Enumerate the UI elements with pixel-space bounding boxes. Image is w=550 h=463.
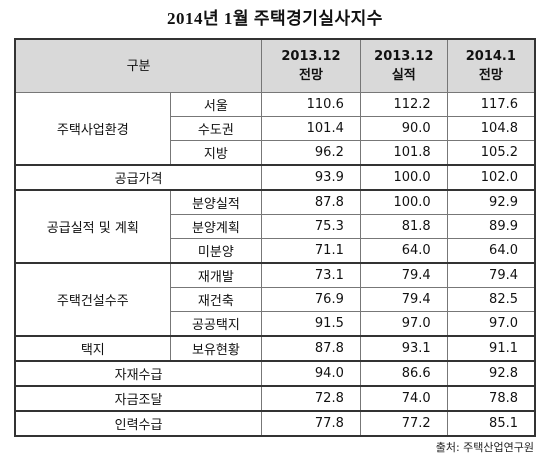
row: 수도권 101.4 90.0 104.8 — [15, 116, 536, 141]
value-cell: 96.2 — [261, 140, 361, 166]
column-period: 2013.12 — [281, 49, 341, 64]
column-header: 2014.1 전망 — [446, 38, 536, 93]
value-cell: 73.1 — [261, 262, 361, 288]
item-label: 분양실적 — [169, 189, 263, 215]
column-period: 2013.12 — [374, 49, 434, 64]
value-cell: 72.8 — [261, 385, 361, 412]
value-cell: 89.9 — [446, 214, 536, 239]
value-cell: 64.0 — [446, 238, 536, 264]
value-cell: 82.5 — [446, 287, 536, 312]
value-cell: 93.9 — [261, 164, 361, 191]
item-label: 공공택지 — [169, 311, 263, 337]
row: 공급실적 및 계획 분양실적 87.8 100.0 92.9 — [14, 189, 536, 264]
row: 자금조달 72.8 74.0 78.8 — [14, 385, 536, 412]
group-label: 공급실적 및 계획 — [14, 189, 171, 264]
group-label: 공급가격 — [14, 164, 263, 191]
value-cell: 86.6 — [359, 360, 448, 387]
value-cell: 75.3 — [261, 214, 361, 239]
value-cell: 101.4 — [261, 116, 361, 141]
title: 2014년 1월 주택경기실사지수 — [167, 9, 383, 28]
value-cell: 97.0 — [446, 311, 536, 337]
header-label: 구분 — [14, 38, 263, 93]
value-cell: 91.1 — [446, 335, 536, 362]
value-cell: 90.0 — [359, 116, 448, 141]
column-kind: 전망 — [299, 68, 323, 83]
value-cell: 76.9 — [261, 287, 361, 312]
row: 택지 보유현황 87.8 93.1 91.1 — [14, 335, 536, 362]
item-label: 미분양 — [169, 238, 263, 264]
value-cell: 71.1 — [261, 238, 361, 264]
column-period: 2014.1 — [465, 49, 516, 64]
row: 자재수급 94.0 86.6 92.8 — [14, 360, 536, 387]
column-kind: 전망 — [478, 68, 503, 83]
row: 공공택지 91.5 97.0 97.0 — [15, 311, 536, 337]
row: 공급가격 93.9 100.0 102.0 — [14, 164, 536, 191]
column-kind: 실적 — [391, 68, 416, 83]
row: 재건축 76.9 79.4 82.5 — [15, 287, 536, 312]
value-cell: 79.4 — [359, 287, 448, 312]
value-cell: 105.2 — [446, 140, 536, 166]
item-label: 재개발 — [169, 262, 263, 288]
item-label: 지방 — [169, 140, 263, 166]
group-label: 택지 — [14, 335, 171, 362]
value-cell: 64.0 — [359, 238, 448, 264]
column-header: 2013.12 실적 — [359, 38, 448, 93]
value-cell: 74.0 — [359, 385, 448, 412]
table-body: 주택사업환경 서울 110.6 112.2 117.6 수도권 101.4 90.0 104.8… — [14, 92, 536, 437]
table-header: 구분 2013.12 전망 2013.12 실적 2014.1 전망 — [14, 38, 536, 93]
index-table: 구분 2013.12 전망 2013.12 실적 2014.1 전망 주택사업환경 서울 110… — [14, 38, 536, 437]
row: 분양계획 75.3 81.8 89.9 — [15, 214, 536, 239]
value-cell: 81.8 — [359, 214, 448, 239]
item-label: 분양계획 — [169, 214, 263, 239]
value-cell: 91.5 — [261, 311, 361, 337]
value-cell: 92.9 — [446, 189, 536, 215]
item-label: 재건축 — [169, 287, 263, 312]
row: 미분양 71.1 64.0 64.0 — [15, 238, 536, 264]
value-cell: 93.1 — [359, 335, 448, 362]
value-cell: 78.8 — [446, 385, 536, 412]
value-cell: 79.4 — [446, 262, 536, 288]
group-label: 자재수급 — [14, 360, 263, 387]
group-label: 주택사업환경 — [14, 92, 171, 166]
group-label: 주택건설수주 — [14, 262, 171, 337]
group-label: 인력수급 — [14, 410, 263, 437]
row: 인력수급 77.8 77.2 85.1 — [14, 410, 536, 437]
row: 주택건설수주 재개발 73.1 79.4 79.4 — [14, 262, 536, 337]
value-cell: 85.1 — [446, 410, 536, 437]
value-cell: 97.0 — [359, 311, 448, 337]
value-cell: 77.8 — [261, 410, 361, 437]
item-label: 보유현황 — [169, 335, 263, 362]
value-cell: 100.0 — [359, 189, 448, 215]
source-note: 출처: 주택산업연구원 — [435, 441, 534, 454]
value-cell: 100.0 — [359, 164, 448, 191]
value-cell: 94.0 — [261, 360, 361, 387]
value-cell: 110.6 — [261, 92, 361, 117]
value-cell: 92.8 — [446, 360, 536, 387]
value-cell: 102.0 — [446, 164, 536, 191]
item-label: 수도권 — [169, 116, 263, 141]
value-cell: 101.8 — [359, 140, 448, 166]
group-label: 자금조달 — [14, 385, 263, 412]
value-cell: 79.4 — [359, 262, 448, 288]
item-label: 서울 — [169, 92, 263, 117]
value-cell: 112.2 — [359, 92, 448, 117]
value-cell: 117.6 — [446, 92, 536, 117]
header-row: 구분 2013.12 전망 2013.12 실적 2014.1 전망 — [14, 38, 536, 93]
value-cell: 87.8 — [261, 335, 361, 362]
value-cell: 77.2 — [359, 410, 448, 437]
value-cell: 87.8 — [261, 189, 361, 215]
row: 주택사업환경 서울 110.6 112.2 117.6 — [14, 92, 536, 166]
value-cell: 104.8 — [446, 116, 536, 141]
row: 지방 96.2 101.8 105.2 — [15, 140, 536, 166]
column-header: 2013.12 전망 — [261, 38, 361, 93]
